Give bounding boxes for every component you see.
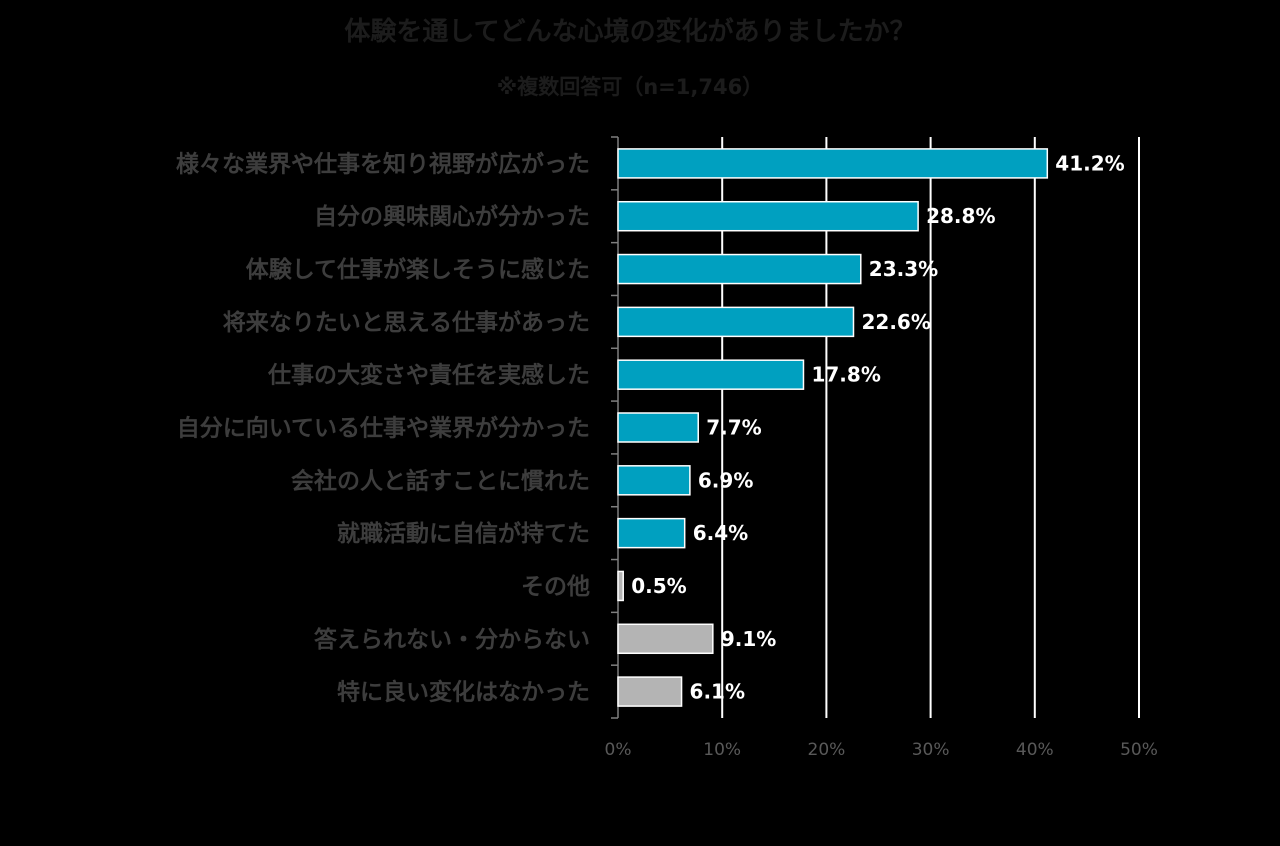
category-label: 様々な業界や仕事を知り視野が広がった <box>176 150 590 177</box>
value-label: 28.8% <box>926 204 995 228</box>
gridlines <box>721 137 1140 718</box>
value-label: 17.8% <box>811 363 880 387</box>
value-label: 6.4% <box>693 521 748 545</box>
category-label: 仕事の大変さや責任を実感した <box>267 362 590 389</box>
bar <box>617 570 624 602</box>
value-label: 6.1% <box>690 680 745 704</box>
bar <box>617 465 691 496</box>
bar <box>617 676 683 707</box>
bar <box>617 412 699 443</box>
value-label: 41.2% <box>1055 151 1124 175</box>
value-label: 0.5% <box>631 574 686 598</box>
bar <box>617 306 855 338</box>
bar <box>617 517 686 549</box>
value-label: 6.9% <box>698 468 753 492</box>
value-label: 7.7% <box>706 416 761 440</box>
value-label: 22.6% <box>861 310 930 334</box>
x-tick-label: 50% <box>1120 740 1158 760</box>
bar <box>617 200 919 232</box>
value-label: 23.3% <box>869 257 938 281</box>
category-label: 特に良い変化はなかった <box>337 679 590 706</box>
category-label: 自分に向いている仕事や業界が分かった <box>177 415 590 442</box>
bar <box>617 359 805 390</box>
chart-subtitle: ※複数回答可（n=1,746） <box>497 75 763 99</box>
category-label: 答えられない・分からない <box>314 626 590 653</box>
bar <box>617 148 1049 179</box>
category-label: 将来なりたいと思える仕事があった <box>223 309 590 336</box>
category-label: その他 <box>521 574 590 600</box>
x-tick-label: 0% <box>605 740 632 760</box>
category-label: 自分の興味関心が分かった <box>314 203 590 230</box>
y-axis <box>611 136 619 719</box>
value-labels: 41.2% 28.8% 23.3% 22.6% 17.8% 7.7% 6.9% 6.4% 0.5… <box>631 151 1124 703</box>
x-tick-label: 30% <box>912 740 950 760</box>
x-tick-label: 20% <box>808 740 846 760</box>
value-label: 9.1% <box>721 627 776 651</box>
bars <box>617 148 1049 707</box>
bar <box>617 253 862 285</box>
x-tick-label: 40% <box>1016 740 1054 760</box>
x-tick-labels: 0% 10% 20% 30% 40% 50% <box>605 740 1158 760</box>
chart-title: 体験を通してどんな心境の変化がありましたか？ <box>344 16 915 47</box>
category-label: 就職活動に自信が持てた <box>337 520 590 547</box>
x-tick-label: 10% <box>703 740 741 760</box>
category-labels: 様々な業界や仕事を知り視野が広がった自分の興味関心が分かった体験して仕事が楽しそ… <box>176 150 590 705</box>
category-label: 会社の人と話すことに慣れた <box>291 467 590 494</box>
category-label: 体験して仕事が楽しそうに感じた <box>246 256 590 283</box>
bar <box>617 623 714 655</box>
